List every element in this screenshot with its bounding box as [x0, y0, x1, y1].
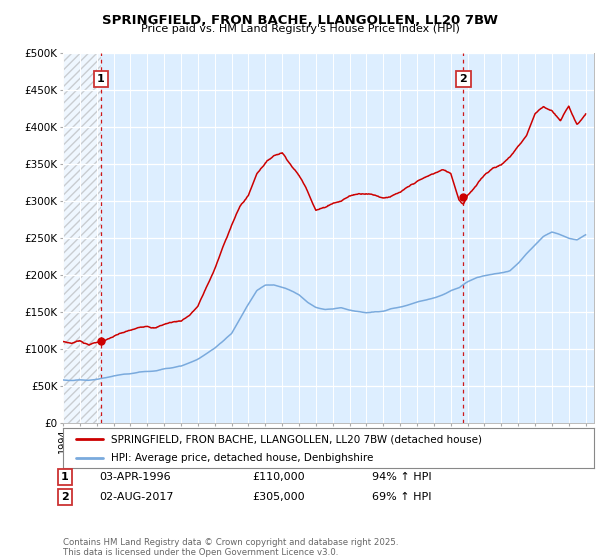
Text: HPI: Average price, detached house, Denbighshire: HPI: Average price, detached house, Denb…	[111, 453, 373, 463]
Text: Price paid vs. HM Land Registry's House Price Index (HPI): Price paid vs. HM Land Registry's House …	[140, 24, 460, 34]
Text: 1: 1	[97, 74, 105, 84]
Text: £110,000: £110,000	[252, 472, 305, 482]
Text: 69% ↑ HPI: 69% ↑ HPI	[372, 492, 431, 502]
Text: £305,000: £305,000	[252, 492, 305, 502]
Text: SPRINGFIELD, FRON BACHE, LLANGOLLEN, LL20 7BW: SPRINGFIELD, FRON BACHE, LLANGOLLEN, LL2…	[102, 14, 498, 27]
Text: 03-APR-1996: 03-APR-1996	[99, 472, 170, 482]
Text: 2: 2	[61, 492, 68, 502]
Text: 02-AUG-2017: 02-AUG-2017	[99, 492, 173, 502]
Text: 2: 2	[460, 74, 467, 84]
Text: Contains HM Land Registry data © Crown copyright and database right 2025.
This d: Contains HM Land Registry data © Crown c…	[63, 538, 398, 557]
Bar	[63, 53, 101, 423]
Text: 1: 1	[61, 472, 68, 482]
Text: 94% ↑ HPI: 94% ↑ HPI	[372, 472, 431, 482]
Text: SPRINGFIELD, FRON BACHE, LLANGOLLEN, LL20 7BW (detached house): SPRINGFIELD, FRON BACHE, LLANGOLLEN, LL2…	[111, 435, 482, 445]
